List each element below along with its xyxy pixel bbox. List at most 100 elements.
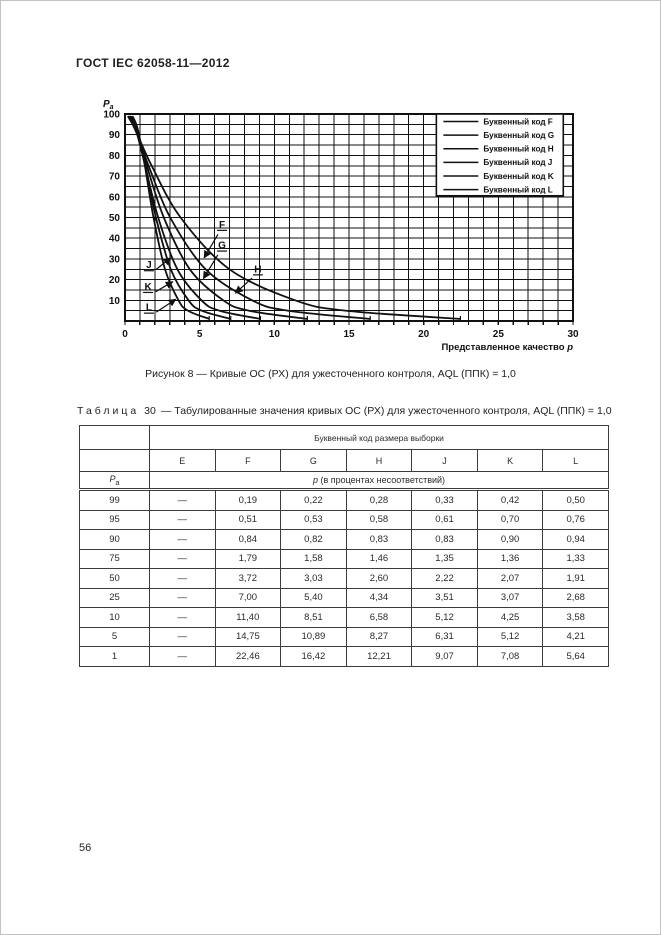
p-value-cell: 2,68 (542, 587, 609, 608)
column-header: G (280, 449, 347, 472)
y-tick-label: 60 (109, 192, 121, 203)
p-value-cell: 3,03 (280, 568, 347, 589)
pa-cell: 95 (79, 509, 150, 530)
x-tick-label: 5 (197, 329, 203, 340)
p-value-cell: 1,79 (214, 548, 282, 569)
p-value-cell: 0,22 (280, 489, 347, 511)
x-tick-label: 10 (269, 329, 281, 340)
p-value-cell: 0,83 (345, 529, 413, 550)
table-row: 10—11,40 8,51 6,58 5,12 4,25 3,58 (79, 607, 609, 628)
p-value-cell: — (149, 509, 216, 530)
p-value-cell: — (149, 626, 216, 647)
table-header: Буквенный код размера выборки E F G H J … (79, 425, 609, 491)
pa-cell: 25 (79, 587, 150, 608)
p-value-cell: 0,76 (542, 509, 609, 530)
p-value-cell: 0,28 (345, 489, 413, 511)
curve-L (131, 115, 210, 320)
p-value-cell: 3,07 (476, 587, 544, 608)
p-value-cell: 8,51 (280, 607, 347, 628)
corner-cell (79, 449, 150, 472)
column-header: H (345, 449, 413, 472)
table-title: Таблица 30 — Табулированные значения кривы… (77, 405, 612, 417)
pa-cell: 90 (79, 529, 150, 550)
p-value-cell: 1,35 (411, 548, 478, 569)
p-value-cell: 1,91 (542, 568, 609, 589)
column-header: K (476, 449, 544, 472)
p-value-cell: 14,75 (214, 626, 282, 647)
table-30: Буквенный код размера выборки E F G H J … (79, 425, 609, 667)
column-header: F (214, 449, 282, 472)
column-header: J (411, 449, 478, 472)
p-value-cell: 0,51 (214, 509, 282, 530)
p-value-cell: 12,21 (345, 646, 413, 667)
y-tick-label: 50 (109, 213, 121, 224)
x-tick-label: 25 (493, 329, 505, 340)
y-tick-label: 30 (109, 254, 121, 265)
pa-cell: 10 (79, 607, 150, 628)
p-value-cell: 3,51 (411, 587, 478, 608)
x-axis-title: Представленное качество p (441, 342, 573, 353)
p-value-cell: 0,19 (214, 489, 282, 511)
p-value-cell: 7,00 (214, 587, 282, 608)
p-value-cell: 0,58 (345, 509, 413, 530)
p-value-cell: 10,89 (280, 626, 347, 647)
p-value-cell: 0,61 (411, 509, 478, 530)
table-row: 90—0,84 0,82 0,83 0,83 0,90 0,94 (79, 529, 609, 550)
p-value-cell: 0,84 (214, 529, 282, 550)
p-value-cell: 0,42 (476, 489, 544, 511)
page-number: 56 (79, 842, 92, 854)
curve-J (129, 115, 261, 320)
x-tick-label: 15 (343, 329, 355, 340)
p-value-cell: 4,21 (542, 626, 609, 647)
p-value-cell: 0,70 (476, 509, 544, 530)
p-value-cell: — (149, 646, 216, 667)
header-group-cell: Буквенный код размера выборки (149, 425, 609, 450)
legend-label: Буквенный код J (483, 158, 552, 167)
curve-label-L: L (146, 303, 152, 314)
p-value-cell: 0,33 (411, 489, 478, 511)
legend-label: Буквенный код F (483, 117, 552, 126)
table-row: 25—7,00 5,40 4,34 3,51 3,07 2,68 (79, 587, 609, 608)
p-value-cell: 22,46 (214, 646, 282, 667)
p-value-cell: 6,58 (345, 607, 413, 628)
legend-label: Буквенный код K (483, 172, 553, 181)
figure-8-chart-wrap: Буквенный код F Буквенный код G Буквенный … (73, 91, 585, 362)
p-value-cell: 11,40 (214, 607, 282, 628)
p-value-cell: 1,36 (476, 548, 544, 569)
table-row: 50—3,72 3,03 2,60 2,22 2,07 1,91 (79, 568, 609, 589)
p-value-cell: 9,07 (411, 646, 478, 667)
table-row: 1—22,46 16,42 12,21 9,07 7,08 5,64 (79, 646, 609, 667)
header-row-units: Pa p (в процентах несоответствий) (79, 471, 609, 491)
p-value-cell: 5,40 (280, 587, 347, 608)
p-value-cell: — (149, 587, 216, 608)
chart-curves (127, 115, 462, 322)
table-body: 99—0,19 0,22 0,28 0,33 0,42 0,50 95—0,51 0,53 0,… (79, 489, 609, 667)
header-row-group: Буквенный код размера выборки (79, 425, 609, 450)
y-tick-label: 100 (103, 110, 120, 121)
p-value-cell: 2,22 (411, 568, 478, 589)
legend-label: Буквенный код H (483, 145, 553, 154)
p-value-cell: 4,34 (345, 587, 413, 608)
legend-label: Буквенный код G (483, 131, 554, 140)
oc-curves-chart: Буквенный код F Буквенный код G Буквенный … (103, 99, 579, 353)
p-value-cell: 3,58 (542, 607, 609, 628)
p-value-cell: 1,58 (280, 548, 347, 569)
p-value-cell: 4,25 (476, 607, 544, 628)
x-tick-label: 30 (567, 329, 579, 340)
curve-label-G: G (218, 241, 226, 252)
y-tick-label: 70 (109, 172, 121, 183)
y-tick-label: 90 (109, 130, 121, 141)
pa-cell: 5 (79, 626, 150, 647)
curve-label-K: K (145, 282, 153, 293)
chart-legend: Буквенный код F Буквенный код G Буквенный … (435, 113, 565, 197)
p-value-cell: 5,64 (542, 646, 609, 667)
curve-label-J: J (146, 260, 152, 271)
pa-cell: 1 (79, 646, 150, 667)
p-value-cell: 5,12 (476, 626, 544, 647)
p-value-cell: — (149, 568, 216, 589)
p-value-cell: 6,31 (411, 626, 478, 647)
table-row: 75—1,79 1,58 1,46 1,35 1,36 1,33 (79, 548, 609, 569)
legend-label: Буквенный код L (483, 185, 552, 194)
pa-header: Pa (79, 471, 150, 491)
curve-label-H: H (254, 264, 261, 275)
